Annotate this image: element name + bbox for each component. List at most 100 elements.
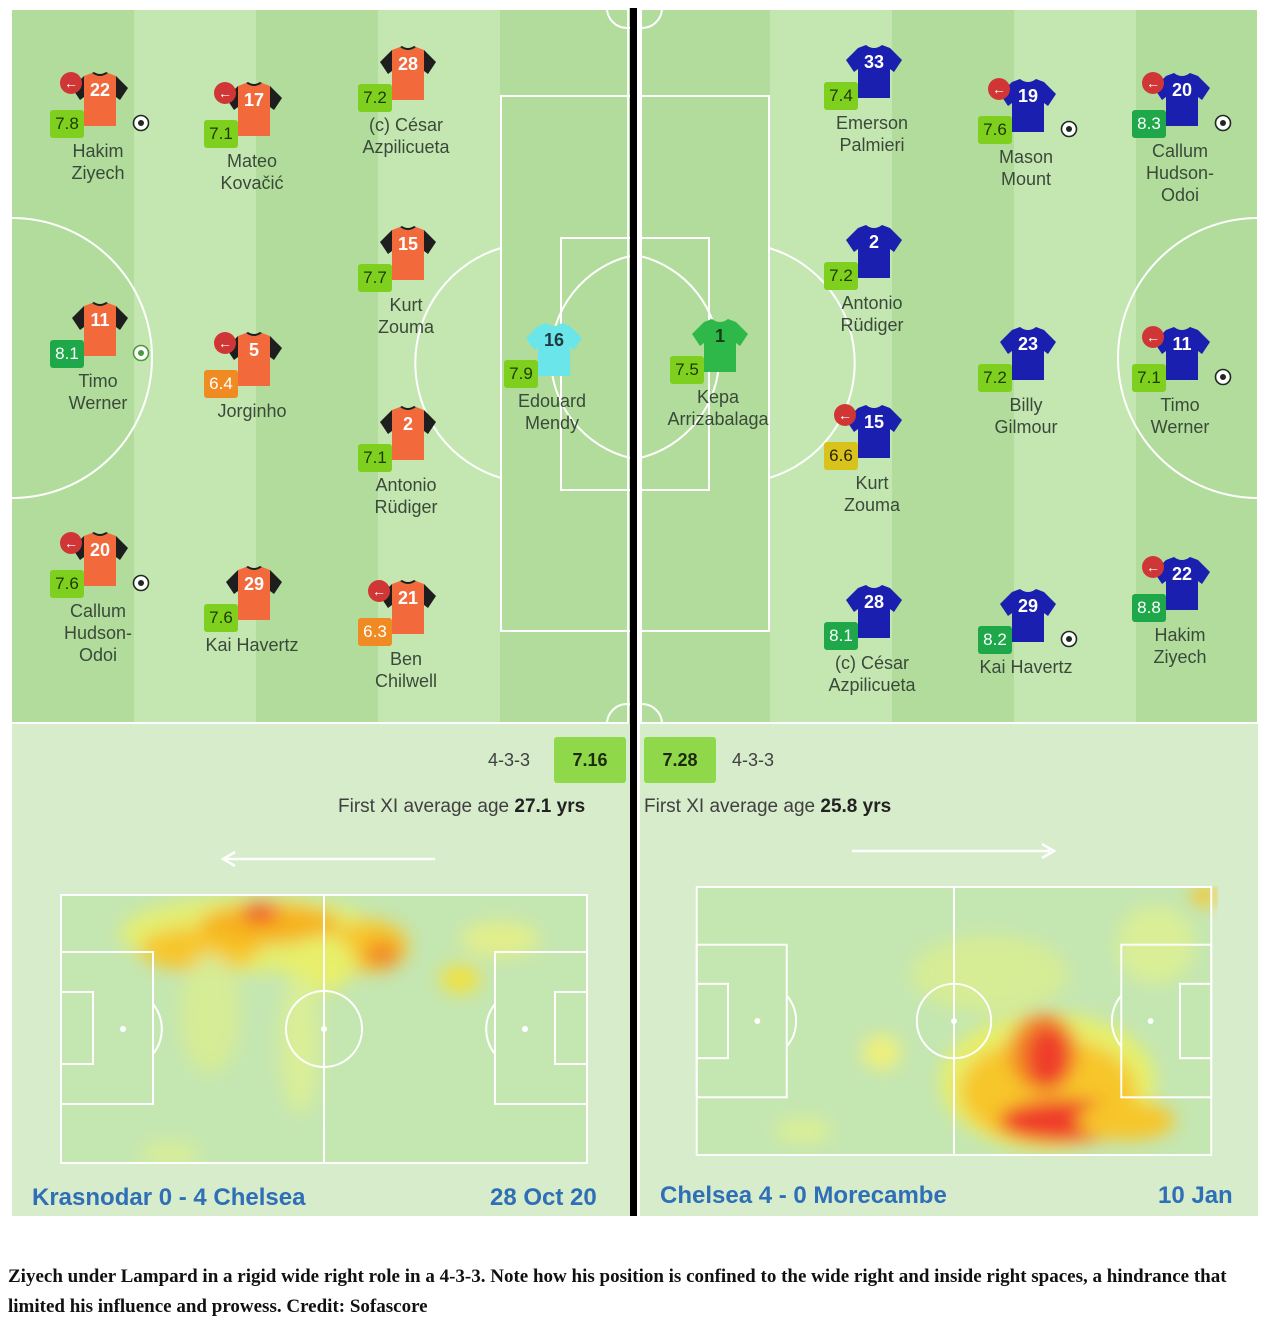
player-name-line1: (c) César <box>368 115 443 135</box>
substitution-icon: ← <box>1142 556 1164 578</box>
player-name-line2: Mount <box>1000 169 1052 189</box>
player-zouma[interactable]: 15 7.7 Kurt Zouma <box>336 224 476 374</box>
player-name: Hakim Ziyech <box>1110 624 1250 668</box>
team-average-rating: 7.16 <box>554 737 626 783</box>
player-name: Mason Mount <box>956 146 1096 190</box>
player-name: Antonio Rüdiger <box>336 474 476 518</box>
player-rating: 7.6 <box>978 116 1012 144</box>
player-rating: 7.8 <box>50 110 84 138</box>
shirt-icon: 22 <box>1152 554 1212 612</box>
player-rudiger[interactable]: 2 7.1 Antonio Rüdiger <box>336 404 476 554</box>
shirt-number: 16 <box>543 330 565 350</box>
player-name-line1: Kurt <box>855 473 889 493</box>
player-rating: 8.3 <box>1132 110 1166 138</box>
shirt-icon: 28 <box>378 44 438 102</box>
shirt-number: 2 <box>868 232 879 252</box>
shirt-icon: 28 <box>844 582 904 640</box>
player-chilwell[interactable]: 21 ← 6.3 Ben Chilwell <box>336 578 476 728</box>
shirt-number: 20 <box>1171 80 1193 100</box>
shirt-number: 22 <box>89 80 111 100</box>
player-ziyech[interactable]: 22 ← 8.8 Hakim Ziyech <box>1110 554 1250 704</box>
shirt-number: 15 <box>863 412 885 432</box>
shirt-number: 11 <box>90 310 110 330</box>
substitution-icon: ← <box>1142 326 1164 348</box>
player-name: Kai Havertz <box>956 656 1096 678</box>
goal-ball-icon <box>1060 120 1078 138</box>
player-name: Edouard Mendy <box>482 390 622 434</box>
player-mendy[interactable]: 16 7.9 Edouard Mendy <box>482 320 622 470</box>
player-name-line2: Hudson- <box>63 623 133 643</box>
player-kepa[interactable]: 1 7.5 Kepa Arrizabalaga <box>648 316 788 466</box>
player-azpilicueta[interactable]: 28 7.2 (c) César Azpilicueta <box>336 44 476 194</box>
player-name: Kepa Arrizabalaga <box>648 386 788 430</box>
player-name-line1: Timo <box>78 371 118 391</box>
player-name: Kai Havertz <box>182 634 322 656</box>
player-emerson[interactable]: 33 7.4 Emerson Palmieri <box>802 42 942 192</box>
player-rating: 6.6 <box>824 442 858 470</box>
shirt-number: 20 <box>89 540 111 560</box>
formation-label: 4-3-3 <box>732 750 775 770</box>
player-rating: 7.2 <box>824 262 858 290</box>
player-name-line2: Chilwell <box>374 671 437 691</box>
player-name-line1: Callum <box>1151 141 1208 161</box>
shirt-number: 2 <box>402 414 413 434</box>
player-name-line1: Edouard <box>517 391 587 411</box>
player-name-line1: Kai Havertz <box>205 635 299 655</box>
player-havertz[interactable]: 29 7.6 Kai Havertz <box>182 564 322 714</box>
substitution-icon: ← <box>1142 72 1164 94</box>
substitution-icon: ← <box>368 580 390 602</box>
player-ziyech[interactable]: 22 ← 7.8 Hakim Ziyech <box>28 70 168 220</box>
player-hudson-odoi[interactable]: 20 ← 7.6 Callum Hudson- Odoi <box>28 530 168 680</box>
match-title[interactable]: Chelsea 4 - 0 Morecambe <box>660 1182 947 1209</box>
shirt-number: 28 <box>397 54 419 74</box>
shirt-icon: 11 <box>1152 324 1212 382</box>
shirt-icon: 29 <box>224 564 284 622</box>
shirt-number: 1 <box>714 326 725 346</box>
player-name: Ben Chilwell <box>336 648 476 692</box>
player-werner[interactable]: 11 ← 7.1 Timo Werner <box>1110 324 1250 474</box>
shirt-number: 17 <box>243 90 265 110</box>
average-age: First XI average age 25.8 yrs <box>644 796 892 817</box>
player-jorginho[interactable]: 5 ← 6.4 Jorginho <box>182 330 322 480</box>
player-name-line2: Azpilicueta <box>362 137 450 157</box>
player-name: Hakim Ziyech <box>28 140 168 184</box>
shirt-icon: 33 <box>844 42 904 100</box>
player-name-line2: Werner <box>68 393 128 413</box>
player-rating: 8.1 <box>50 340 84 368</box>
substitution-icon: ← <box>214 82 236 104</box>
player-havertz[interactable]: 29 8.2 Kai Havertz <box>956 586 1096 736</box>
player-name: Kurt Zouma <box>336 294 476 338</box>
player-name-line1: Hakim <box>1154 625 1206 645</box>
player-rating: 7.6 <box>204 604 238 632</box>
match-title[interactable]: Krasnodar 0 - 4 Chelsea <box>32 1184 306 1211</box>
formation-label: 4-3-3 <box>488 750 531 770</box>
player-zouma[interactable]: 15 ← 6.6 Kurt Zouma <box>802 402 942 552</box>
player-hudson-odoi[interactable]: 20 ← 8.3 Callum Hudson- Odoi <box>1110 70 1250 220</box>
player-name-line2: Mendy <box>524 413 580 433</box>
shirt-number: 29 <box>243 574 265 594</box>
player-name: Billy Gilmour <box>956 394 1096 438</box>
shirt-icon: 1 <box>690 316 750 374</box>
player-rating: 7.1 <box>1132 364 1166 392</box>
player-name-line2: Werner <box>1150 417 1210 437</box>
shirt-number: 29 <box>1017 596 1039 616</box>
player-gilmour[interactable]: 23 7.2 Billy Gilmour <box>956 324 1096 474</box>
player-name: Callum Hudson- Odoi <box>28 600 168 666</box>
direction-arrow-right-icon <box>852 843 1057 859</box>
shirt-icon: 5 <box>224 330 284 388</box>
player-name-line2: Palmieri <box>839 135 905 155</box>
player-azpilicueta[interactable]: 28 8.1 (c) César Azpilicueta <box>802 582 942 732</box>
player-rating: 7.7 <box>358 264 392 292</box>
player-name-line2: Zouma <box>843 495 901 515</box>
player-name-line2: Rüdiger <box>374 497 438 517</box>
average-age: First XI average age 27.1 yrs <box>338 796 586 817</box>
shirt-icon: 11 <box>70 300 130 358</box>
player-werner[interactable]: 11 8.1 Timo Werner <box>28 300 168 450</box>
player-name-line2: Gilmour <box>994 417 1058 437</box>
player-name: Kurt Zouma <box>802 472 942 516</box>
shirt-number: 5 <box>248 340 259 360</box>
goal-ball-icon <box>132 574 150 592</box>
player-mount[interactable]: 19 ← 7.6 Mason Mount <box>956 76 1096 226</box>
player-rudiger[interactable]: 2 7.2 Antonio Rüdiger <box>802 222 942 372</box>
player-kovacic[interactable]: 17 ← 7.1 Mateo Kovačić <box>182 80 322 230</box>
